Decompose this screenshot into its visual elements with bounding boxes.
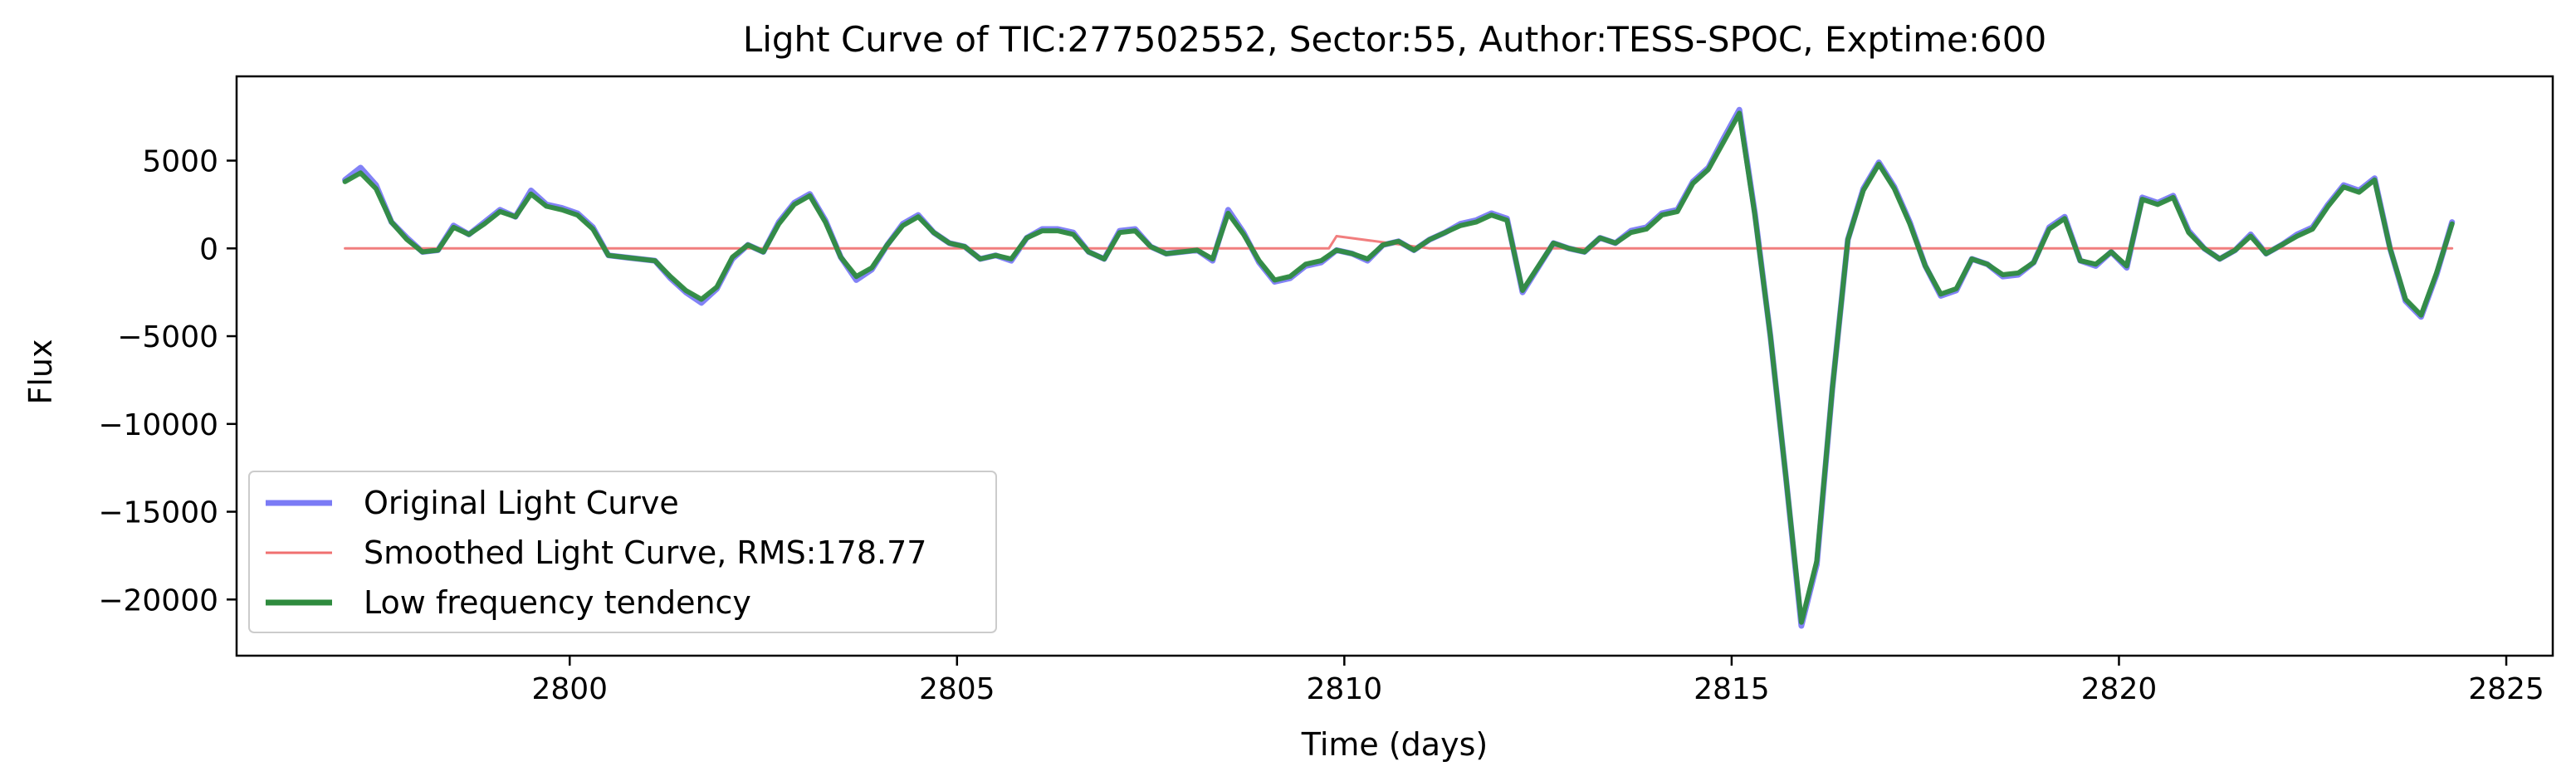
plot-frame bbox=[235, 75, 2554, 657]
x-tick-label: 2800 bbox=[531, 672, 608, 706]
y-tick-label: −15000 bbox=[98, 496, 218, 530]
legend-label: Original Light Curve bbox=[364, 485, 679, 521]
legend-label: Smoothed Light Curve, RMS:178.77 bbox=[364, 534, 926, 571]
x-tick-label: 2825 bbox=[2468, 672, 2544, 706]
series-line-3 bbox=[342, 110, 2455, 625]
legend-label: Low frequency tendency bbox=[364, 584, 751, 621]
x-tick-label: 2815 bbox=[1694, 672, 1770, 706]
series-line-2 bbox=[344, 235, 2454, 250]
x-axis-label: Time (days) bbox=[1301, 726, 1488, 763]
chart-title: Light Curve of TIC:277502552, Sector:55,… bbox=[743, 19, 2046, 60]
plot-lines bbox=[342, 106, 2456, 629]
y-tick-label: −10000 bbox=[98, 408, 218, 442]
y-tick-label: 0 bbox=[199, 232, 218, 266]
x-tick-label: 2810 bbox=[1307, 672, 1383, 706]
y-axis-label: Flux bbox=[22, 339, 59, 405]
x-tick-label: 2820 bbox=[2081, 672, 2158, 706]
y-tick-label: 5000 bbox=[142, 145, 218, 179]
legend-box bbox=[248, 471, 997, 633]
x-tick-label: 2805 bbox=[919, 672, 995, 706]
y-tick-label: −5000 bbox=[117, 320, 218, 354]
axes: 2800 2805 2810 2815 2820 2825 5000 0 −5000 −10000… bbox=[98, 75, 2554, 706]
y-tick-label: −20000 bbox=[98, 583, 218, 617]
legend: Original Light Curve Smoothed Light Curve… bbox=[248, 471, 997, 633]
